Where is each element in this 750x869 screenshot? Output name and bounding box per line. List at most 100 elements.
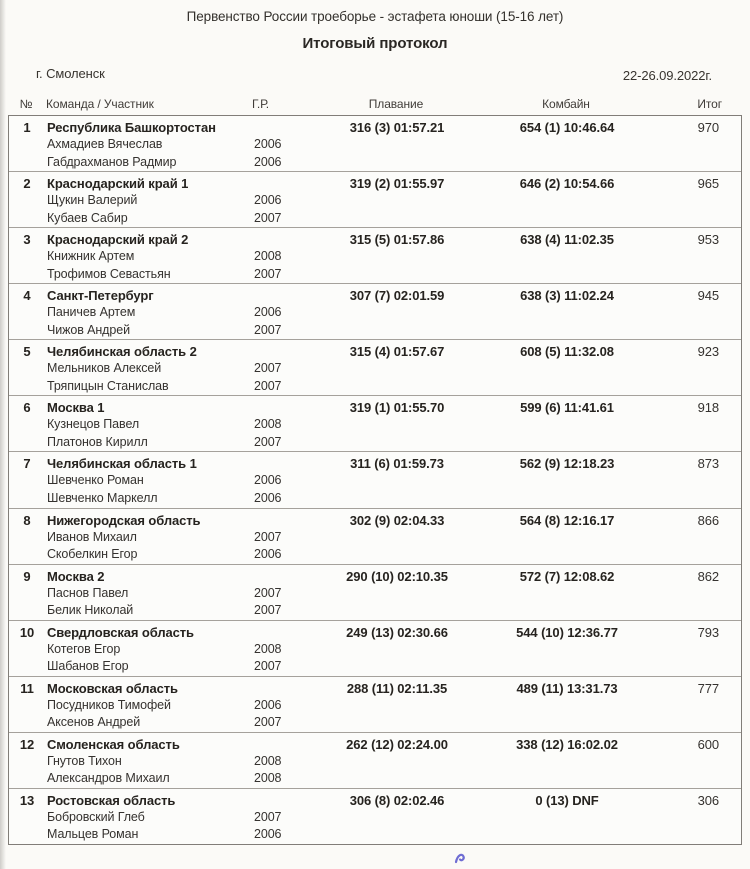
column-header-total: Итог [697,97,722,111]
team-result-row: 10 Свердловская область 249 (13) 02:30.6… [9,621,741,677]
team-result-row: 11 Московская область 288 (11) 02:11.35 … [9,677,741,733]
athlete-name: Мельников Алексей [47,361,162,376]
combine-result: 562 (9) 12:18.23 [519,456,615,472]
rank-number: 1 [23,120,31,135]
total-points: 953 [697,232,719,248]
athlete-name: Гнутов Тихон [47,753,122,768]
athlete-birth-year: 2007 [254,266,282,281]
team-name: Челябинская область 2 [47,344,197,360]
combine-result: 544 (10) 12:36.77 [516,624,618,640]
combine-result: 638 (4) 11:02.35 [520,232,614,248]
swimming-result: 262 (12) 02:24.00 [346,736,448,752]
team-name: Краснодарский край 1 [47,176,189,192]
athlete-birth-year: 2006 [254,137,282,151]
athlete-name: Иванов Михаил [47,529,137,544]
team-result-row: 1 Республика Башкортостан 316 (3) 01:57.… [9,116,741,173]
athlete-name: Трофимов Севастьян [47,266,171,281]
rank-number: 5 [23,344,31,360]
athlete-name: Шевченко Роман [47,473,144,488]
table-header-row: № Команда / Участник Г.Р. Плавание Комба… [8,97,742,111]
rank-number: 2 [23,176,31,192]
athlete-birth-year: 2006 [254,473,282,488]
total-points: 965 [697,176,719,192]
athlete-name: Скобелкин Егор [47,547,138,562]
total-points: 600 [697,736,719,752]
athlete-birth-year: 2008 [254,771,282,786]
team-name: Свердловская область [47,624,194,640]
team-result-row: 7 Челябинская область 1 311 (6) 01:59.73… [9,452,741,509]
total-points: 945 [697,288,719,304]
athlete-name: Шабанов Егор [47,659,129,674]
athlete-name: Щукин Валерий [47,193,138,208]
swimming-result: 307 (7) 02:01.59 [349,288,445,304]
swimming-result: 316 (3) 01:57.21 [349,120,445,135]
swimming-result: 302 (9) 02:04.33 [349,512,445,528]
competition-dates: 22-26.09.2022г. [622,68,712,83]
column-header-combine: Комбайн [542,97,590,111]
team-name: Московская область [47,680,178,696]
competition-title: Первенство России троеборье - эстафета ю… [186,9,564,24]
athlete-name: Габдрахманов Радмир [47,154,177,169]
athlete-birth-year: 2006 [254,490,282,505]
combine-result: 638 (3) 11:02.24 [520,288,614,304]
athlete-name: Кузнецов Павел [47,417,140,432]
combine-result: 654 (1) 10:46.64 [519,120,615,135]
team-name: Челябинская область 1 [47,456,197,472]
athlete-birth-year: 2007 [254,715,282,730]
blue-pen-mark [454,853,465,864]
swimming-result: 315 (5) 01:57.86 [349,232,445,248]
athlete-name: Ахмадиев Вячеслав [47,137,163,151]
team-name: Краснодарский край 2 [47,232,189,248]
swimming-result: 311 (6) 01:59.73 [350,456,444,472]
venue-city: г. Смоленск [36,66,105,81]
athlete-name: Паничев Артем [47,305,136,320]
rank-number: 6 [23,400,31,416]
athlete-name: Кубаев Сабир [47,210,128,225]
team-result-row: 12 Смоленская область 262 (12) 02:24.00 … [9,733,741,789]
rank-number: 11 [20,680,34,696]
team-name: Ростовская область [47,792,176,808]
athlete-birth-year: 2007 [254,603,282,618]
rank-number: 10 [19,624,35,640]
swimming-result: 306 (8) 02:02.46 [349,792,445,808]
athlete-birth-year: 2007 [254,322,282,337]
swimming-result: 249 (13) 02:30.66 [346,624,448,640]
athlete-birth-year: 2006 [254,547,282,562]
total-points: 970 [697,120,719,135]
total-points: 862 [697,568,719,584]
swimming-result: 319 (2) 01:55.97 [349,176,445,192]
athlete-birth-year: 2007 [254,434,282,449]
total-points: 873 [697,456,719,472]
rank-number: 12 [19,736,35,752]
athlete-name: Аксенов Андрей [47,715,141,730]
athlete-name: Чижов Андрей [47,322,130,337]
athlete-birth-year: 2006 [254,305,282,320]
swimming-result: 315 (4) 01:57.67 [349,344,445,360]
results-table: 1 Республика Башкортостан 316 (3) 01:57.… [8,115,742,845]
swimming-result: 319 (1) 01:55.70 [349,400,445,416]
combine-result: 0 (13) DNF [535,792,599,808]
athlete-name: Александров Михаил [47,771,170,786]
athlete-birth-year: 2008 [254,641,282,656]
athlete-birth-year: 2007 [254,809,282,824]
column-header-swimming: Плавание [368,97,424,111]
athlete-name: Бобровский Глеб [47,809,145,824]
athlete-birth-year: 2008 [254,249,282,264]
total-points: 793 [697,624,719,640]
athlete-birth-year: 2007 [254,529,282,544]
swimming-result: 290 (10) 02:10.35 [346,568,448,584]
column-header-team: Команда / Участник [46,97,154,111]
swimming-result: 288 (11) 02:11.35 [346,680,448,696]
total-points: 923 [697,344,719,360]
athlete-birth-year: 2008 [254,753,282,768]
athlete-birth-year: 2006 [254,827,282,842]
column-header-number: № [19,97,33,111]
athlete-name: Паснов Павел [47,585,129,600]
athlete-name: Шевченко Маркелл [47,490,158,505]
athlete-birth-year: 2007 [254,378,282,393]
team-name: Санкт-Петербург [47,288,154,304]
combine-result: 599 (6) 11:41.61 [520,400,614,416]
total-points: 918 [697,400,719,416]
athlete-name: Платонов Кирилл [47,434,148,449]
